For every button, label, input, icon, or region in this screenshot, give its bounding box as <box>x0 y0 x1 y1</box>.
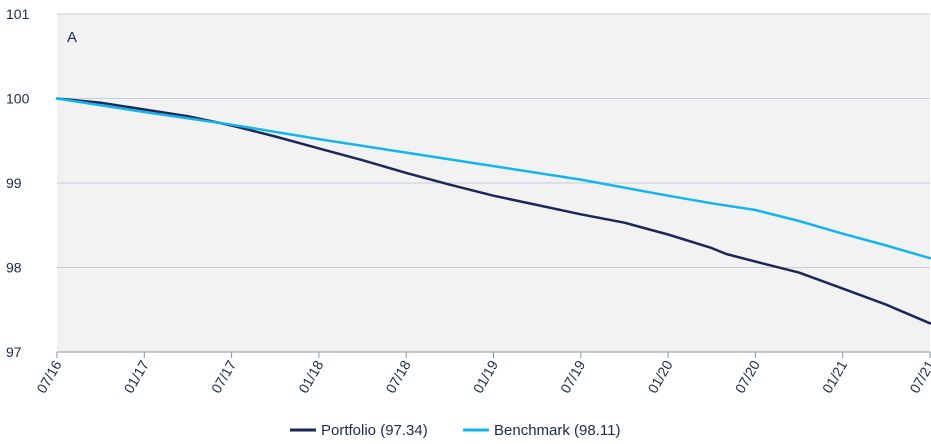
x-tick-label-10: 07/21 <box>906 357 931 396</box>
y-tick-label-97: 97 <box>6 344 22 360</box>
y-tick-label-101: 101 <box>6 6 30 22</box>
x-tick-label-3: 01/18 <box>295 357 326 396</box>
y-tick-label-100: 100 <box>6 91 30 107</box>
x-tick-label-7: 01/20 <box>644 357 675 396</box>
x-tick-label-1: 01/17 <box>121 357 152 396</box>
x-tick-label-5: 01/19 <box>470 357 501 396</box>
x-tick-label-0: 07/16 <box>33 357 64 396</box>
y-tick-label-99: 99 <box>6 175 22 191</box>
x-tick-label-6: 07/19 <box>557 357 588 396</box>
series-lines <box>55 97 931 325</box>
legend-label: Portfolio (97.34) <box>321 422 428 439</box>
x-tick-label-4: 07/18 <box>382 357 413 396</box>
y-tick-label-98: 98 <box>6 260 22 276</box>
x-tick-label-2: 07/17 <box>208 357 239 396</box>
panel-label: A <box>67 29 77 46</box>
legend: Portfolio (97.34) Benchmark (98.11) <box>290 422 620 439</box>
x-tick-label-8: 07/20 <box>732 357 763 396</box>
legend-item-portfolio: Portfolio (97.34) <box>290 422 428 439</box>
legend-item-benchmark: Benchmark (98.11) <box>463 422 620 439</box>
x-tick-label-9: 01/21 <box>819 357 850 396</box>
legend-label: Benchmark (98.11) <box>494 422 620 439</box>
series-line-benchmark <box>55 97 931 260</box>
grid-lines <box>57 13 930 268</box>
